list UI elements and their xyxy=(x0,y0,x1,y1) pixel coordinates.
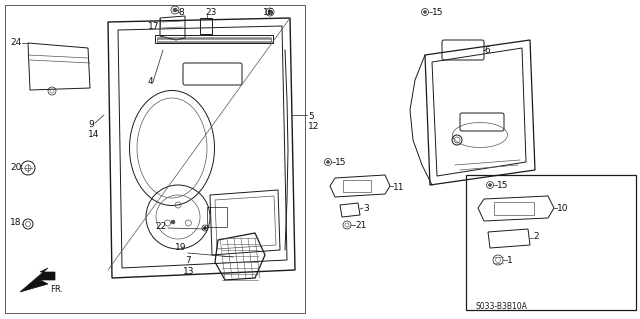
Text: 3: 3 xyxy=(363,204,369,213)
Text: 11: 11 xyxy=(393,183,404,192)
Text: 2: 2 xyxy=(533,232,539,241)
Text: 22: 22 xyxy=(155,222,166,231)
Text: 4: 4 xyxy=(148,78,154,86)
Bar xyxy=(207,207,227,227)
Text: 12: 12 xyxy=(308,122,319,131)
Bar xyxy=(494,202,534,215)
Circle shape xyxy=(326,160,330,164)
Circle shape xyxy=(488,183,492,187)
Circle shape xyxy=(173,8,177,12)
Text: 19: 19 xyxy=(175,243,186,252)
Text: 8: 8 xyxy=(178,8,184,17)
Text: 13: 13 xyxy=(183,267,195,276)
Text: 20: 20 xyxy=(10,163,21,172)
Text: 6: 6 xyxy=(484,46,490,55)
Text: 14: 14 xyxy=(88,130,99,139)
Text: 10: 10 xyxy=(557,204,568,213)
Circle shape xyxy=(171,220,175,224)
Text: 24: 24 xyxy=(10,38,21,47)
Text: 15: 15 xyxy=(335,158,346,167)
Circle shape xyxy=(424,11,426,13)
Bar xyxy=(200,18,212,34)
Bar xyxy=(343,180,371,192)
Text: 15: 15 xyxy=(497,181,509,190)
Text: 23: 23 xyxy=(205,8,216,17)
Bar xyxy=(157,38,271,42)
Bar xyxy=(5,5,305,313)
Text: 5: 5 xyxy=(308,112,314,121)
Text: 17: 17 xyxy=(148,22,159,31)
Text: FR.: FR. xyxy=(50,285,63,294)
Bar xyxy=(466,175,636,310)
Circle shape xyxy=(204,226,207,229)
Text: 18: 18 xyxy=(10,218,22,227)
Text: 9: 9 xyxy=(88,120,93,129)
Text: S033-B3B10A: S033-B3B10A xyxy=(476,302,528,311)
Bar xyxy=(155,35,273,43)
Polygon shape xyxy=(20,268,55,292)
Text: 1: 1 xyxy=(507,256,513,265)
Text: 21: 21 xyxy=(355,221,366,230)
Text: 7: 7 xyxy=(185,256,191,265)
Text: 16: 16 xyxy=(263,8,275,17)
Circle shape xyxy=(268,10,272,14)
Text: 15: 15 xyxy=(432,8,444,17)
